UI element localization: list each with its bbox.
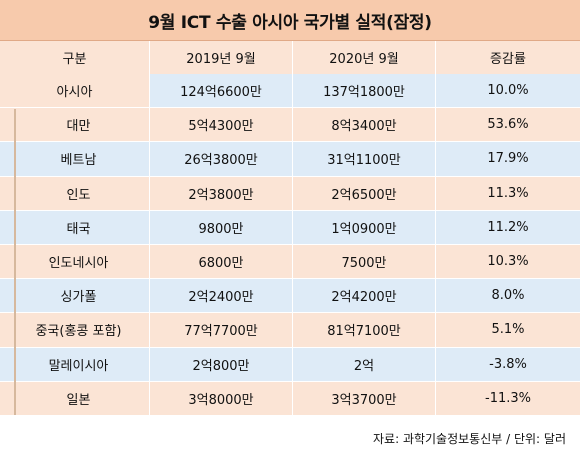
value-2020: 1억0900만 bbox=[293, 210, 436, 245]
change-rate: 5.1% bbox=[436, 313, 580, 348]
value-2019: 3억8000만 bbox=[150, 381, 293, 416]
header-2019: 2019년 9월 bbox=[150, 41, 293, 74]
value-2019: 77억7700만 bbox=[150, 313, 293, 348]
value-2020: 2억4200만 bbox=[293, 279, 436, 314]
value-2019: 2억3800만 bbox=[150, 176, 293, 211]
row-label: 태국 bbox=[0, 210, 150, 245]
value-2020: 137억1800만 bbox=[293, 74, 436, 109]
change-rate: 11.2% bbox=[436, 210, 580, 245]
value-2020: 81억7100만 bbox=[293, 313, 436, 348]
value-2019: 6800만 bbox=[150, 245, 293, 280]
table-row: 중국(홍콩 포함) 77억7700만 81억7100만 5.1% bbox=[0, 313, 580, 348]
change-rate: 8.0% bbox=[436, 279, 580, 314]
value-2020: 3억3700만 bbox=[293, 381, 436, 416]
value-2019: 9800만 bbox=[150, 210, 293, 245]
row-label: 말레이시아 bbox=[0, 347, 150, 382]
change-rate: 17.9% bbox=[436, 142, 580, 177]
value-2020: 31억1100만 bbox=[293, 142, 436, 177]
header-change: 증감률 bbox=[490, 52, 526, 67]
change-rate: -11.3% bbox=[436, 381, 580, 416]
change-rate: -3.8% bbox=[436, 347, 580, 382]
row-label: 대만 bbox=[0, 108, 150, 143]
value-2019: 2억2400만 bbox=[150, 279, 293, 314]
value-2020: 2억6500만 bbox=[293, 176, 436, 211]
row-label: 싱가폴 bbox=[0, 279, 150, 314]
header-category: 구분 bbox=[0, 41, 150, 74]
row-label: 인도네시아 bbox=[0, 245, 150, 280]
change-rate: 10.3% bbox=[436, 245, 580, 280]
table-title: 9월 ICT 수출 아시아 국가별 실적(잠정) bbox=[0, 0, 580, 41]
change-rate: 10.0% bbox=[436, 74, 580, 109]
table-row: 일본 3억8000만 3억3700만 -11.3% bbox=[0, 381, 580, 416]
table-row: 인도 2억3800만 2억6500만 11.3% bbox=[0, 176, 580, 211]
change-rate: 53.6% bbox=[436, 108, 580, 143]
row-label: 아시아 bbox=[0, 74, 150, 109]
source-note: 자료: 과학기술정보통신부 / 단위: 달러 bbox=[373, 432, 566, 446]
table-header-row: 구분 2019년 9월 2020년 9월 증감률 bbox=[0, 41, 580, 74]
row-label: 중국(홍콩 포함) bbox=[0, 313, 150, 348]
table-row: 싱가폴 2억2400만 2억4200만 8.0% bbox=[0, 279, 580, 314]
table-row: 대만 5억4300만 8억3400만 53.6% bbox=[0, 108, 580, 143]
table-row: 말레이시아 2억800만 2억 -3.8% bbox=[0, 347, 580, 382]
value-2020: 7500만 bbox=[293, 245, 436, 280]
value-2019: 5억4300만 bbox=[150, 108, 293, 143]
row-label: 베트남 bbox=[0, 142, 150, 177]
change-rate: 11.3% bbox=[436, 176, 580, 211]
table-row: 아시아 124억6600만 137억1800만 10.0% bbox=[0, 74, 580, 109]
value-2020: 8억3400만 bbox=[293, 108, 436, 143]
value-2020: 2억 bbox=[293, 347, 436, 382]
table-row: 태국 9800만 1억0900만 11.2% bbox=[0, 210, 580, 245]
row-label: 일본 bbox=[0, 381, 150, 416]
sub-region-bracket bbox=[14, 109, 24, 415]
value-2019: 2억800만 bbox=[150, 347, 293, 382]
header-2020: 2020년 9월 bbox=[293, 41, 436, 74]
table-row: 베트남 26억3800만 31억1100만 17.9% bbox=[0, 142, 580, 177]
value-2019: 26억3800만 bbox=[150, 142, 293, 177]
value-2019: 124억6600만 bbox=[150, 74, 293, 109]
row-label: 인도 bbox=[0, 176, 150, 211]
table-row: 인도네시아 6800만 7500만 10.3% bbox=[0, 245, 580, 280]
